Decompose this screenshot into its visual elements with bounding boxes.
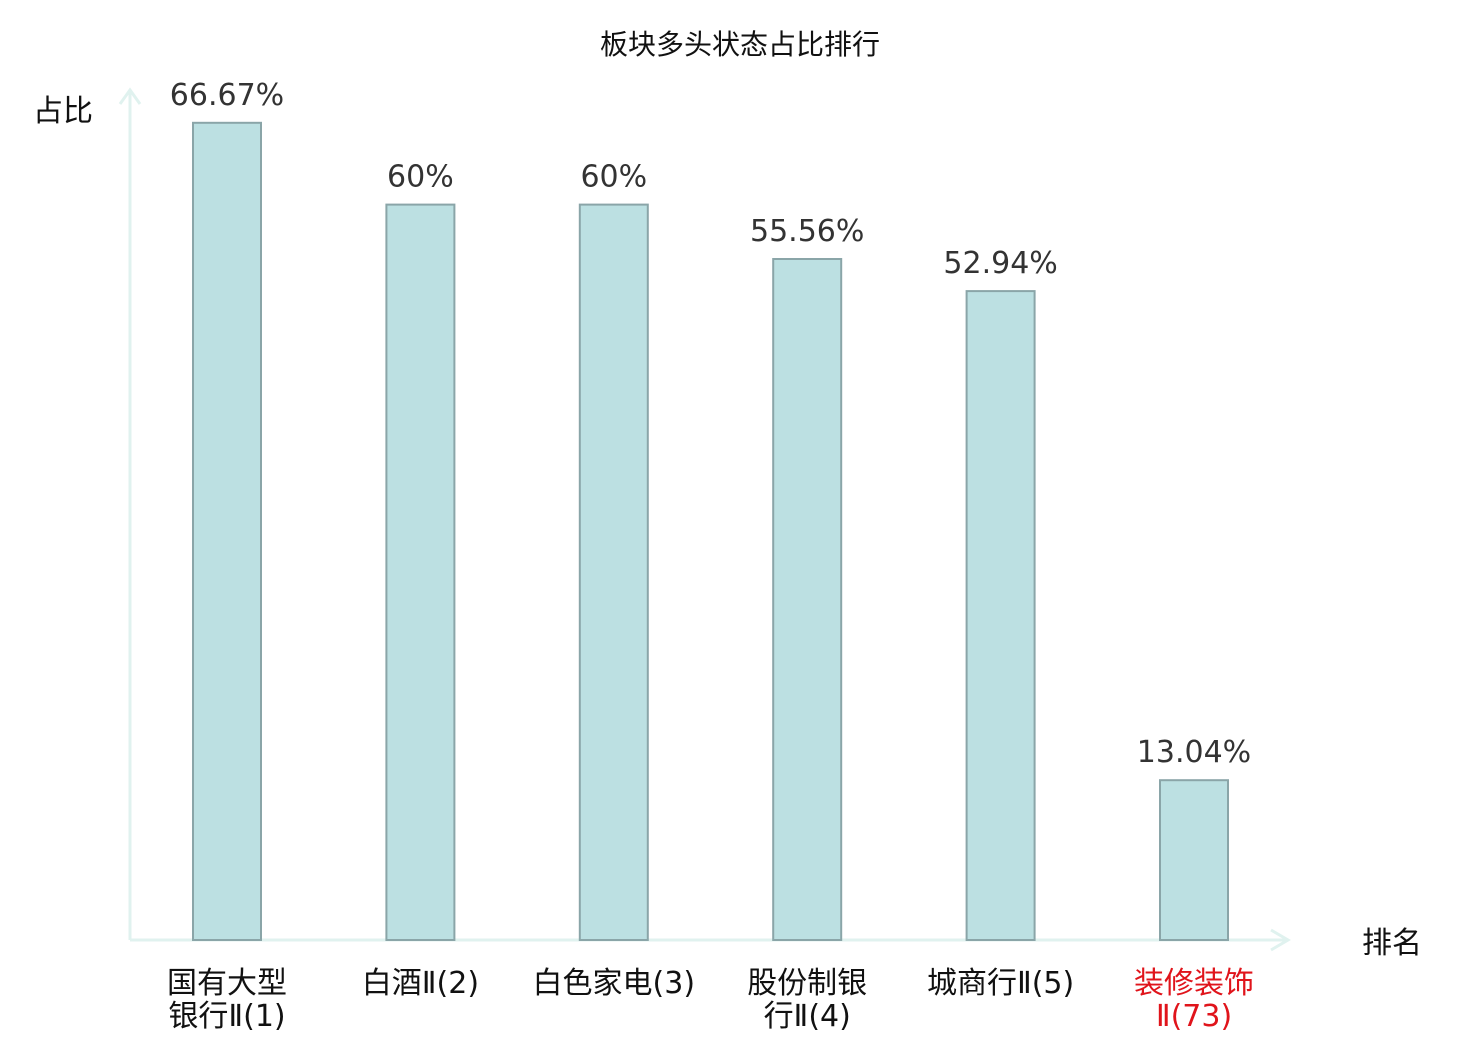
- y-axis-arrow: [118, 87, 142, 105]
- bar: [578, 203, 649, 942]
- x-tick-label: 白酒Ⅱ(2): [362, 966, 479, 1001]
- value-labels-group: 66.67% 60% 60% 55.56% 52.94% 13.04%: [170, 78, 1251, 770]
- x-tick-label: 银行Ⅱ(1): [168, 999, 285, 1034]
- bar: [192, 121, 262, 942]
- chart-title: 板块多头状态占比排行: [600, 28, 880, 61]
- y-axis-title: 占比: [33, 94, 93, 129]
- x-axis-arrow: [1270, 928, 1291, 952]
- x-tick-label: Ⅱ(73): [1156, 999, 1232, 1034]
- bar: [965, 290, 1036, 942]
- bar-value-label: 60%: [580, 160, 647, 195]
- x-axis-title: 排名: [1362, 926, 1422, 961]
- axes: [118, 87, 1291, 952]
- x-tick-label: 股份制银: [747, 966, 867, 1001]
- x-tick-label: 国有大型: [167, 966, 287, 1001]
- bar-value-label: 66.67%: [170, 78, 284, 113]
- x-tick-label: 行Ⅱ(4): [764, 999, 851, 1034]
- bars-group: [192, 121, 1229, 942]
- bar-value-label: 13.04%: [1137, 735, 1251, 770]
- bar: [385, 203, 456, 942]
- x-tick-label: 白色家电(3): [533, 966, 696, 1001]
- bar: [1159, 779, 1229, 942]
- x-tick-label: 装修装饰: [1134, 966, 1254, 1001]
- bar: [772, 258, 843, 941]
- bar-value-label: 55.56%: [750, 214, 864, 249]
- bar-value-label: 52.94%: [943, 246, 1057, 281]
- x-tick-label: 城商行Ⅱ(5): [927, 966, 1074, 1001]
- bar-value-label: 60%: [387, 160, 454, 195]
